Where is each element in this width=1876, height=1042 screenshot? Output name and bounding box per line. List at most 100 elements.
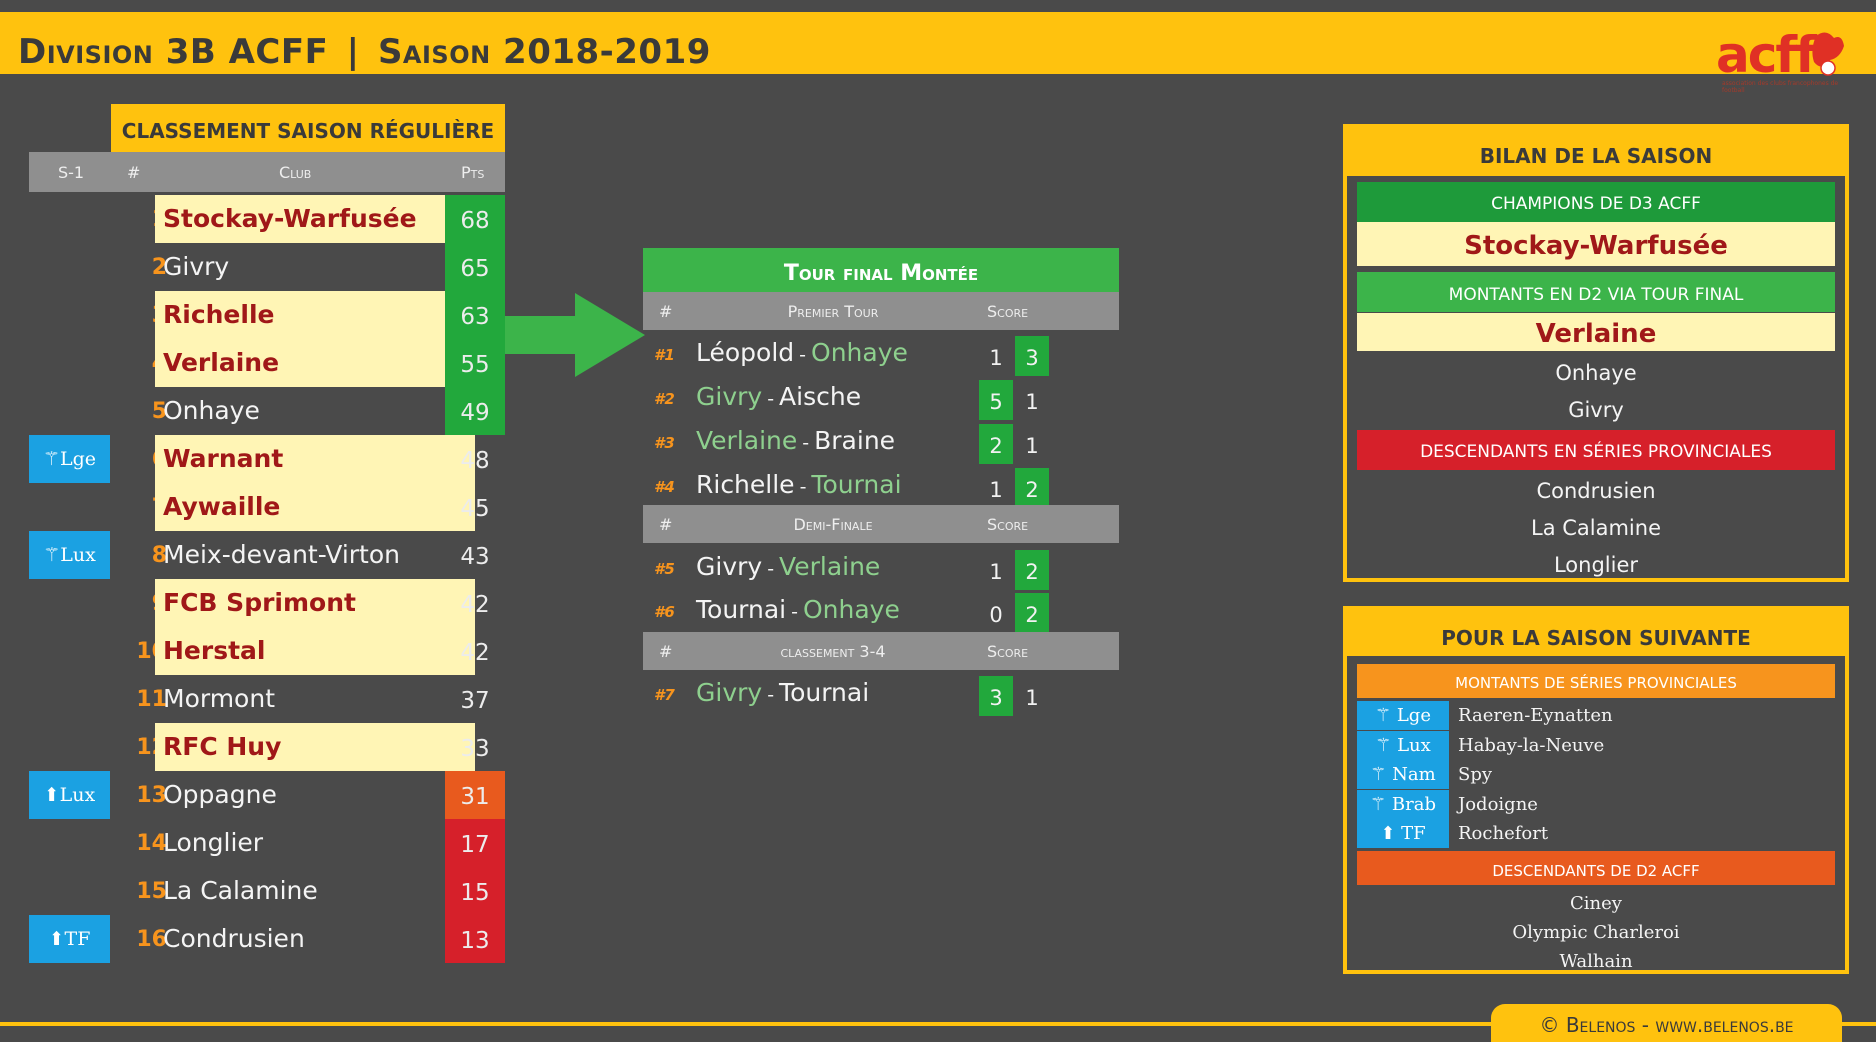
from-d2-club-3: Walhain (1559, 951, 1633, 972)
points-cell: 65 (445, 243, 505, 291)
points-cell: 45 (460, 496, 490, 522)
club-cell: Oppagne (163, 780, 277, 809)
match-teams: Givry - Aische (696, 382, 861, 411)
match-teams: Tournai - Onhaye (696, 595, 900, 624)
away-score: 3 (1015, 336, 1049, 376)
title-separator: | (346, 32, 360, 72)
rank-cell: 16 (136, 927, 167, 952)
home-team: Givry (696, 382, 763, 411)
standings-row: 5 Onhaye 49 (29, 387, 505, 435)
match-row: #1 Léopold - Onhaye 1 3 (643, 336, 1119, 376)
match-number: #1 (654, 346, 675, 364)
relegated-club-2: La Calamine (1531, 516, 1661, 540)
club-cell: La Calamine (163, 876, 318, 905)
rank-cell: 2 (151, 255, 167, 280)
footer-line (0, 1022, 1876, 1026)
rank-cell: 11 (136, 687, 167, 712)
away-team: Tournai (779, 678, 870, 707)
round-score-label: Score (987, 515, 1029, 534)
points-cell: 13 (445, 915, 505, 963)
away-team: Verlaine (779, 552, 881, 581)
match-number: #4 (654, 478, 675, 496)
away-score: 1 (1025, 390, 1039, 414)
footer-credit[interactable]: © Belenos - www.belenos.be (1491, 1004, 1842, 1042)
promoted-club-1: Verlaine (1357, 313, 1835, 351)
rooster-icon (1812, 32, 1844, 76)
round-header: # classement 3-4 Score (643, 632, 1119, 670)
away-team: Aische (779, 382, 862, 411)
club-cell: FCB Sprimont (155, 579, 475, 627)
club-cell: Richelle (155, 291, 475, 339)
promoted-club: Habay-la-Neuve (1458, 734, 1605, 756)
col-rank: # (127, 163, 141, 182)
rank-cell: 13 (136, 783, 167, 808)
away-score: 2 (1015, 550, 1049, 590)
col-prev: S-1 (58, 163, 85, 182)
match-row: #7 Givry - Tournai 3 1 (643, 676, 1119, 716)
rank-cell: 14 (136, 831, 167, 856)
match-number: #2 (654, 390, 675, 408)
header-bar: Division 3B ACFF | Saison 2018-2019 (0, 12, 1876, 74)
next-season-title: POUR LA SAISON SUIVANTE (1347, 610, 1845, 656)
home-team: Richelle (696, 470, 795, 499)
rank-cell: 8 (151, 543, 167, 568)
standings-row: ⬆TF 16 Condrusien 13 (29, 915, 505, 963)
match-row: #6 Tournai - Onhaye 0 2 (643, 593, 1119, 633)
points-cell: 33 (460, 736, 490, 762)
standings-row: ⚚Lge6Warnant48 (29, 435, 505, 483)
tour-final-title: Tour final Montée (643, 248, 1119, 292)
relegated-club-1: Condrusien (1536, 479, 1656, 503)
standings-row: 3Richelle63 (29, 291, 505, 339)
points-cell: 37 (460, 688, 490, 714)
promoted-club-3: Givry (1568, 398, 1624, 422)
from-d2-club-2: Olympic Charleroi (1512, 922, 1680, 943)
round-label: Premier Tour (787, 302, 879, 321)
standings-row: 15 La Calamine 15 (29, 867, 505, 915)
round-score-label: Score (987, 302, 1029, 321)
home-team: Tournai (696, 595, 787, 624)
logo-subtitle: association des clubs francophones de fo… (1722, 80, 1839, 94)
club-cell: Onhaye (163, 396, 260, 425)
home-score: 5 (979, 380, 1013, 420)
team-separator: - (767, 558, 775, 580)
match-row: #5 Givry - Verlaine 1 2 (643, 550, 1119, 590)
standings-row: ⬆Lux 13 Oppagne 31 (29, 771, 505, 819)
round-label: classement 3-4 (780, 642, 886, 661)
round-hash: # (659, 302, 673, 321)
round-hash: # (659, 515, 673, 534)
col-club: Club (279, 163, 312, 182)
away-score: 2 (1015, 593, 1049, 633)
match-teams: Givry - Verlaine (696, 552, 880, 581)
club-cell: Herstal (155, 627, 475, 675)
promoted-club: Spy (1458, 764, 1493, 785)
club-cell: Longlier (163, 828, 264, 857)
points-cell: 15 (445, 867, 505, 915)
points-cell: 17 (445, 819, 505, 867)
prev-league-badge: ⬆TF (29, 915, 110, 963)
club-cell: Givry (163, 252, 230, 281)
club-cell: Condrusien (163, 924, 305, 953)
club-cell: RFC Huy (155, 723, 475, 771)
match-number: #7 (654, 686, 675, 704)
away-score: 1 (1025, 686, 1039, 710)
home-score: 1 (989, 560, 1003, 584)
standings-title: CLASSEMENT SAISON RÉGULIÈRE (111, 104, 505, 152)
prev-league-badge: ⚚Lge (29, 435, 110, 483)
team-separator: - (799, 476, 807, 498)
from-d2-club-1: Ciney (1570, 893, 1622, 914)
points-cell: 48 (460, 448, 490, 474)
team-separator: - (767, 388, 775, 410)
away-team: Tournai (811, 470, 902, 499)
club-cell: Aywaille (155, 483, 475, 531)
team-separator: - (802, 432, 810, 454)
bilan-panel (1343, 124, 1849, 582)
standings-row: 11 Mormont 37 (29, 675, 505, 723)
team-separator: - (799, 344, 807, 366)
rank-cell: 15 (136, 879, 167, 904)
standings-row: 4Verlaine55 (29, 339, 505, 387)
team-separator: - (791, 601, 798, 623)
away-score: 2 (1015, 468, 1049, 508)
standings-row: 12 RFC Huy 33 (29, 723, 505, 771)
prev-league-badge: ⚚Lux (29, 531, 110, 579)
away-team: Onhaye (811, 338, 908, 367)
